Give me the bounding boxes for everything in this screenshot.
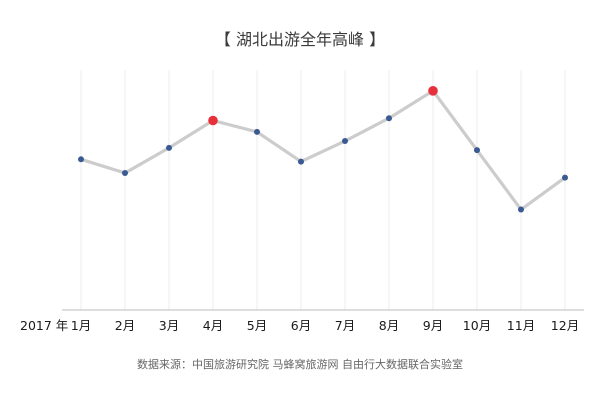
grid-lines <box>80 70 566 310</box>
x-tick-label-5: 5月 <box>247 318 267 333</box>
data-point-5 <box>254 128 260 135</box>
x-tick-label-10: 10月 <box>463 318 491 333</box>
data-points <box>78 86 568 213</box>
x-tick-label-4: 4月 <box>203 318 223 333</box>
data-point-8 <box>386 115 392 122</box>
x-tick-label-1: 1月 <box>71 318 91 333</box>
data-point-10 <box>474 147 480 154</box>
x-tick-label-9: 9月 <box>423 318 443 333</box>
data-point-12 <box>562 174 568 181</box>
data-point-3 <box>166 144 172 151</box>
data-point-7 <box>342 138 348 145</box>
data-point-1 <box>78 156 84 163</box>
x-tick-label-11: 11月 <box>507 318 535 333</box>
data-point-2 <box>122 170 128 177</box>
year-label: 2017 年 <box>20 318 68 333</box>
data-point-6 <box>298 158 304 165</box>
peak-point-9 <box>428 86 438 96</box>
data-point-11 <box>518 206 524 213</box>
x-tick-labels: 1月 2月 3月 4月 5月 6月 7月 8月 9月 10月 11月 12月 <box>71 318 579 333</box>
x-tick-label-6: 6月 <box>291 318 311 333</box>
x-tick-label-12: 12月 <box>551 318 579 333</box>
x-tick-label-3: 3月 <box>159 318 179 333</box>
source-note: 数据来源：中国旅游研究院 马蜂窝旅游网 自由行大数据联合实验室 <box>137 357 463 371</box>
series-line <box>79 89 567 212</box>
series-line-group <box>79 89 567 212</box>
x-tick-label-2: 2月 <box>115 318 135 333</box>
chart-title: 【 湖北出游全年高峰 】 <box>215 30 385 49</box>
peak-point-4 <box>208 115 218 126</box>
x-tick-label-7: 7月 <box>335 318 355 333</box>
x-tick-label-8: 8月 <box>379 318 399 333</box>
